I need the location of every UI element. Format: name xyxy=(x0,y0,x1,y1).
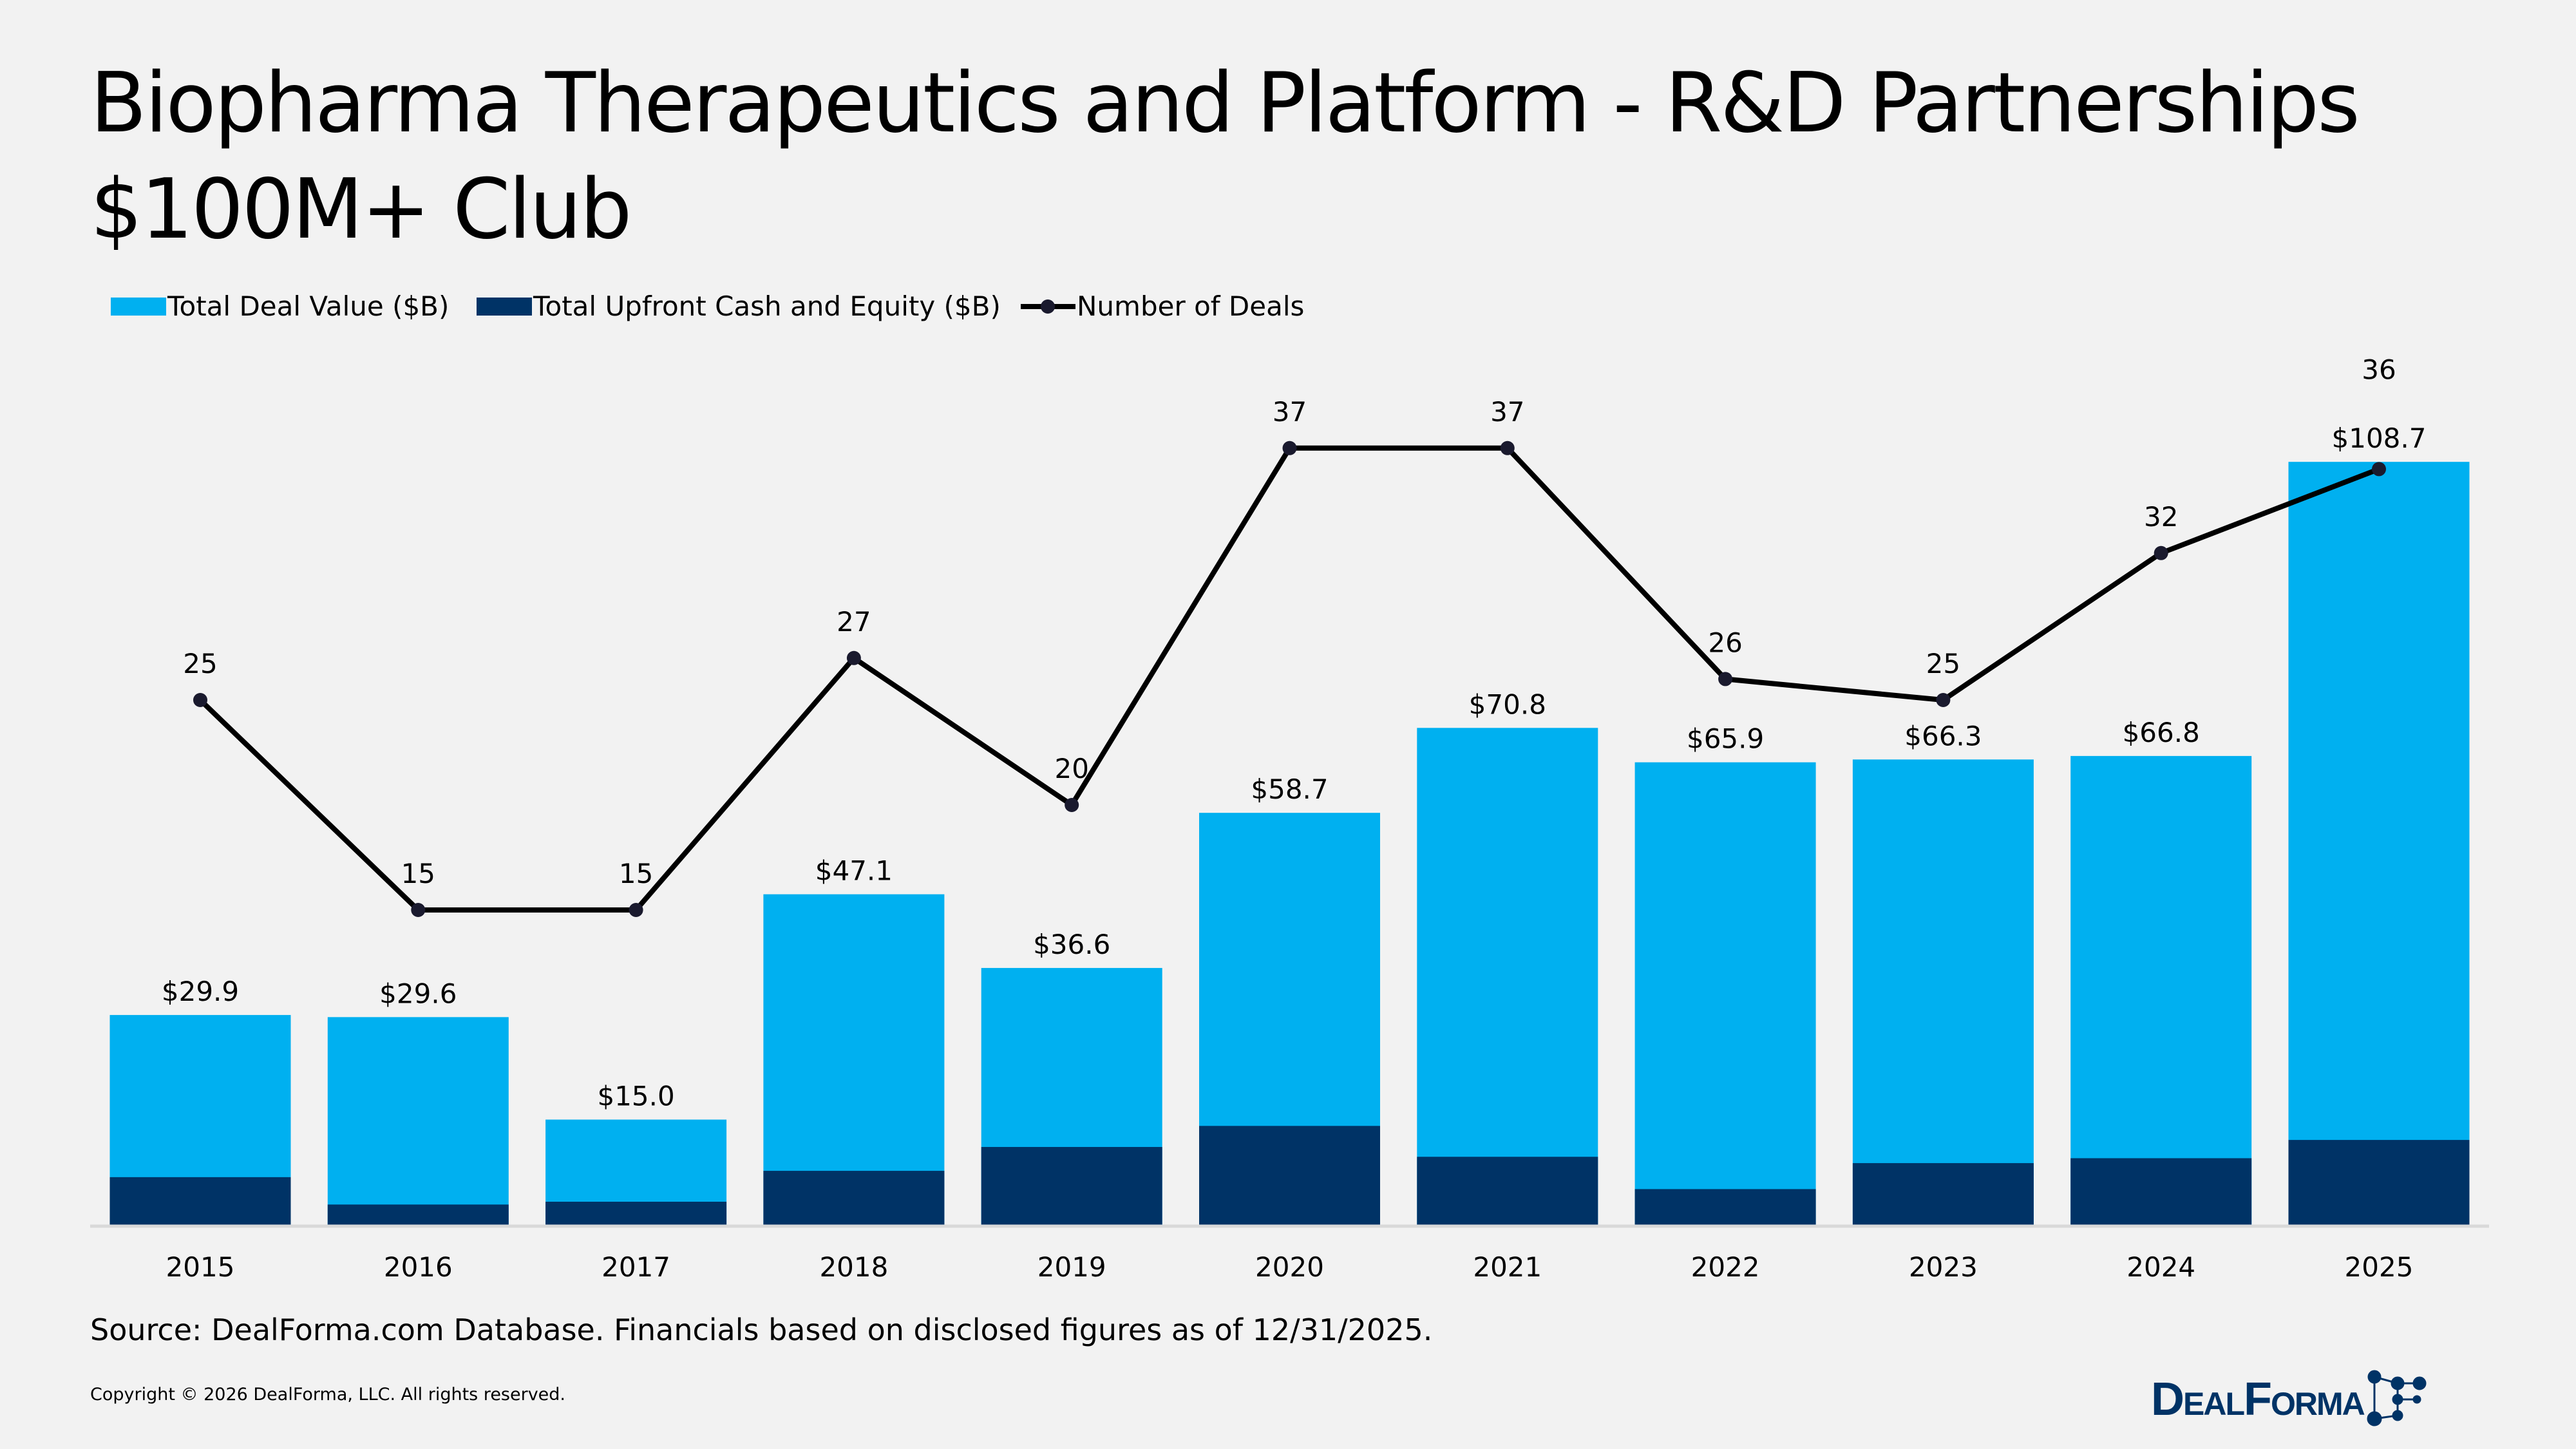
bar-total-deal-value xyxy=(1634,762,1816,1225)
dealforma-logo: DealForma xyxy=(2151,1364,2431,1435)
legend-swatch-deals-marker xyxy=(1041,299,1055,314)
bar-total-deal-value xyxy=(2288,462,2470,1226)
legend: Total Deal Value ($B) Total Upfront Cash… xyxy=(111,290,1304,322)
data-label-total: $36.6 xyxy=(1033,929,1110,960)
deals-marker xyxy=(1282,440,1297,455)
bars: $29.9 $29.6 $15.0 $47.1 $36.6 $58.7 $70.8 $65.9… xyxy=(109,422,2470,1226)
deals-marker xyxy=(2154,545,2168,560)
bar-upfront-cash-equity xyxy=(1634,1189,1816,1225)
title-line-2: $100M+ Club xyxy=(90,162,632,258)
data-label-total: $15.0 xyxy=(597,1081,674,1112)
data-label-total: $29.6 xyxy=(379,978,457,1009)
legend-label-deals: Number of Deals xyxy=(1077,290,1304,322)
deals-line: 25 15 15 27 20 37 37 26 25 32 36 xyxy=(183,354,2396,917)
bar-upfront-cash-equity xyxy=(981,1147,1162,1225)
bar-total-deal-value xyxy=(327,1017,509,1225)
x-tick-labels: 2015 2016 2017 2018 2019 2020 2021 2022 2023 2024… xyxy=(166,1251,2414,1283)
data-label-deals: 15 xyxy=(619,858,653,889)
deals-marker xyxy=(629,903,643,917)
bar-upfront-cash-equity xyxy=(327,1204,509,1225)
page-title: Biopharma Therapeutics and Platform - R&… xyxy=(90,50,2360,263)
data-label-total: $65.9 xyxy=(1687,723,1764,755)
data-label-total: $29.9 xyxy=(162,976,239,1007)
deals-marker xyxy=(846,650,861,665)
x-tick-label: 2018 xyxy=(819,1251,888,1283)
logo-wordmark: DealForma xyxy=(2151,1374,2365,1425)
data-label-total: $70.8 xyxy=(1469,688,1546,720)
bar-upfront-cash-equity xyxy=(1852,1163,2034,1225)
data-label-deals: 15 xyxy=(401,858,435,889)
deals-marker xyxy=(2372,462,2386,477)
x-tick-label: 2022 xyxy=(1691,1251,1760,1283)
data-label-deals: 37 xyxy=(1490,396,1524,428)
data-label-deals: 25 xyxy=(183,648,217,679)
bar-total-deal-value xyxy=(2070,755,2252,1225)
bar-upfront-cash-equity xyxy=(1417,1157,1598,1225)
bar-upfront-cash-equity xyxy=(2070,1158,2252,1225)
data-label-total: $66.3 xyxy=(1904,720,1982,752)
x-tick-label: 2020 xyxy=(1255,1251,1324,1283)
data-label-deals: 25 xyxy=(1926,648,1960,679)
data-label-deals: 32 xyxy=(2144,501,2178,533)
bar-upfront-cash-equity xyxy=(545,1202,727,1225)
logo-network-icon xyxy=(2367,1370,2427,1426)
bar-upfront-cash-equity xyxy=(763,1171,945,1225)
copyright: Copyright © 2026 DealForma, LLC. All rig… xyxy=(90,1385,566,1405)
deals-marker xyxy=(1718,672,1733,687)
bar-total-deal-value xyxy=(763,894,945,1225)
bar-upfront-cash-equity xyxy=(109,1177,291,1225)
legend-swatch-upfront xyxy=(477,298,532,316)
bar-total-deal-value xyxy=(1417,728,1598,1225)
data-label-deals: 20 xyxy=(1054,753,1088,784)
data-label-total: $66.8 xyxy=(2123,717,2200,748)
x-tick-label: 2024 xyxy=(2126,1251,2195,1283)
deals-marker xyxy=(1500,440,1515,455)
x-tick-label: 2016 xyxy=(384,1251,453,1283)
data-label-deals: 37 xyxy=(1273,396,1307,428)
deals-marker xyxy=(1065,798,1079,812)
data-label-deals: 27 xyxy=(837,606,871,638)
bar-upfront-cash-equity xyxy=(2288,1140,2470,1225)
data-label-deals: 36 xyxy=(2362,354,2396,385)
x-tick-label: 2017 xyxy=(601,1251,670,1283)
legend-swatch-total xyxy=(111,298,166,316)
x-tick-label: 2019 xyxy=(1037,1251,1106,1283)
title-line-1: Biopharma Therapeutics and Platform - R&… xyxy=(90,55,2360,151)
deals-marker xyxy=(1936,693,1951,707)
data-label-total: $108.7 xyxy=(2332,422,2427,454)
x-tick-label: 2021 xyxy=(1473,1251,1542,1283)
legend-label-total: Total Deal Value ($B) xyxy=(167,290,449,322)
source-note: Source: DealForma.com Database. Financia… xyxy=(90,1312,1433,1347)
data-label-total: $47.1 xyxy=(815,855,893,887)
data-label-total: $58.7 xyxy=(1251,773,1328,805)
x-tick-label: 2025 xyxy=(2345,1251,2414,1283)
deals-marker xyxy=(193,693,207,707)
data-label-deals: 26 xyxy=(1708,627,1742,658)
x-tick-label: 2023 xyxy=(1909,1251,1978,1283)
bar-upfront-cash-equity xyxy=(1199,1126,1380,1225)
deals-marker xyxy=(411,903,426,917)
bar-total-deal-value xyxy=(1852,759,2034,1225)
legend-label-upfront: Total Upfront Cash and Equity ($B) xyxy=(533,290,1001,322)
x-tick-label: 2015 xyxy=(166,1251,235,1283)
